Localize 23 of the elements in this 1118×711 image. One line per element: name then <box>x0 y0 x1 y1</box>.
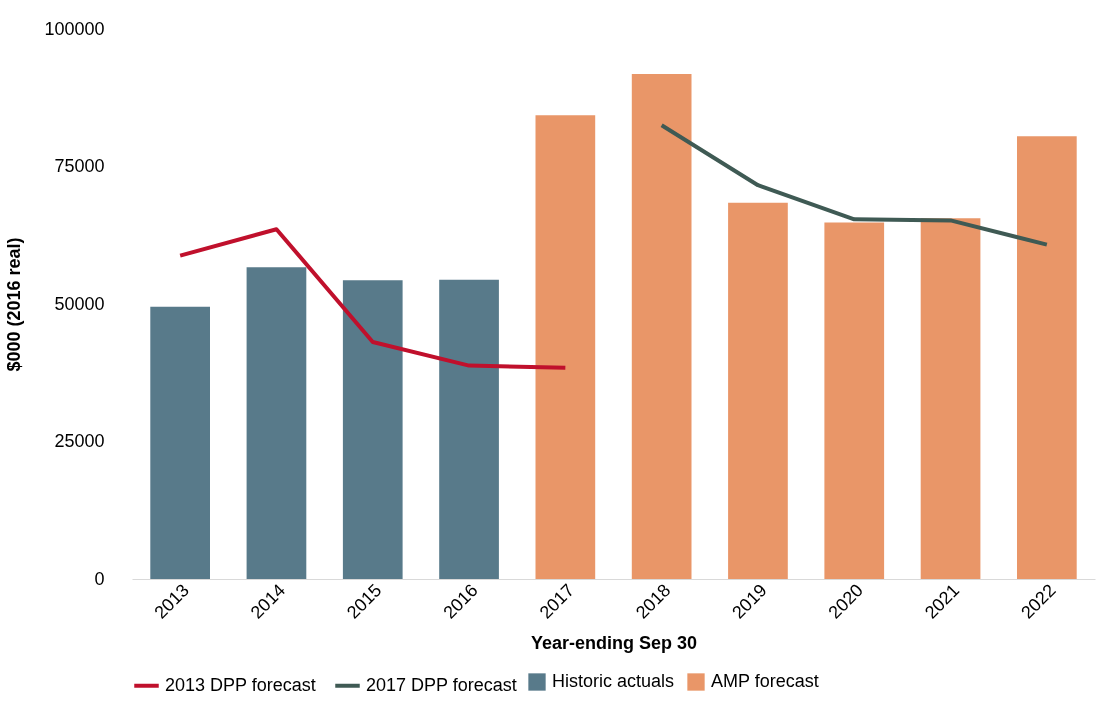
legend-label: AMP forecast <box>711 671 819 691</box>
legend-label: Historic actuals <box>552 671 675 691</box>
y-tick-label: 0 <box>94 568 105 589</box>
bar <box>728 202 788 579</box>
line-series <box>178 227 568 370</box>
legend-label: 2013 DPP forecast <box>165 674 316 695</box>
bar <box>439 279 499 579</box>
y-axis-title: $000 (2016 real) <box>4 237 25 372</box>
y-tick-label: 75000 <box>54 156 105 176</box>
bar <box>535 115 596 579</box>
y-tick-label: 100000 <box>44 18 105 39</box>
x-axis-title: Year-ending Sep 30 <box>530 632 698 653</box>
bar <box>1017 136 1077 579</box>
bar <box>150 306 210 579</box>
bar <box>920 218 981 579</box>
legend-label: 2017 DPP forecast <box>366 674 517 695</box>
bar <box>246 267 307 579</box>
y-tick-label: 25000 <box>54 431 105 451</box>
bar <box>824 222 885 579</box>
bar <box>631 74 692 579</box>
line-series <box>659 123 1049 247</box>
bar <box>342 280 403 579</box>
y-tick-label: 50000 <box>54 293 105 314</box>
